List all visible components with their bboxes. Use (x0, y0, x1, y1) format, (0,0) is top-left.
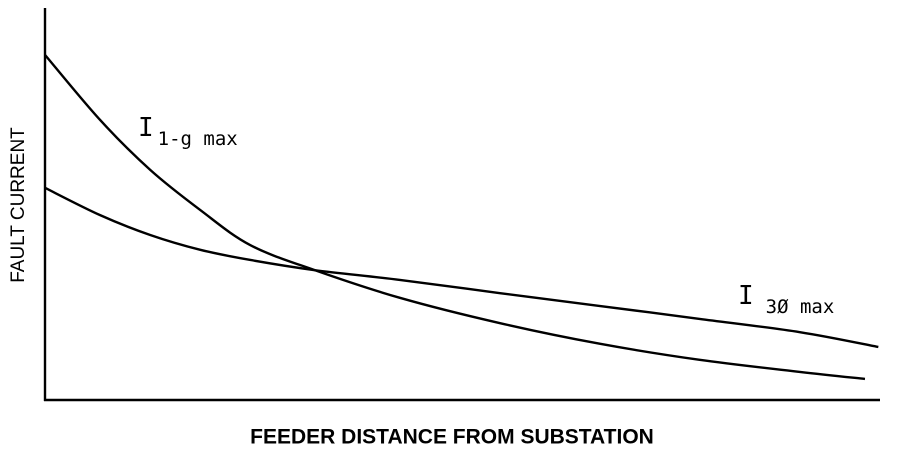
curve-label: I 3Ø max (738, 281, 834, 318)
x-axis-title: FEEDER DISTANCE FROM SUBSTATION (250, 426, 654, 449)
label-base: I (138, 113, 154, 143)
label-subscript: 3Ø max (766, 296, 835, 318)
y-axis-title: FAULT CURRENT (8, 127, 29, 283)
curve (44, 186, 879, 349)
label-subscript: 1-g max (158, 128, 238, 150)
label-base: I (738, 281, 754, 311)
curve (44, 54, 866, 381)
curve-label: I 1-g max (138, 113, 238, 150)
